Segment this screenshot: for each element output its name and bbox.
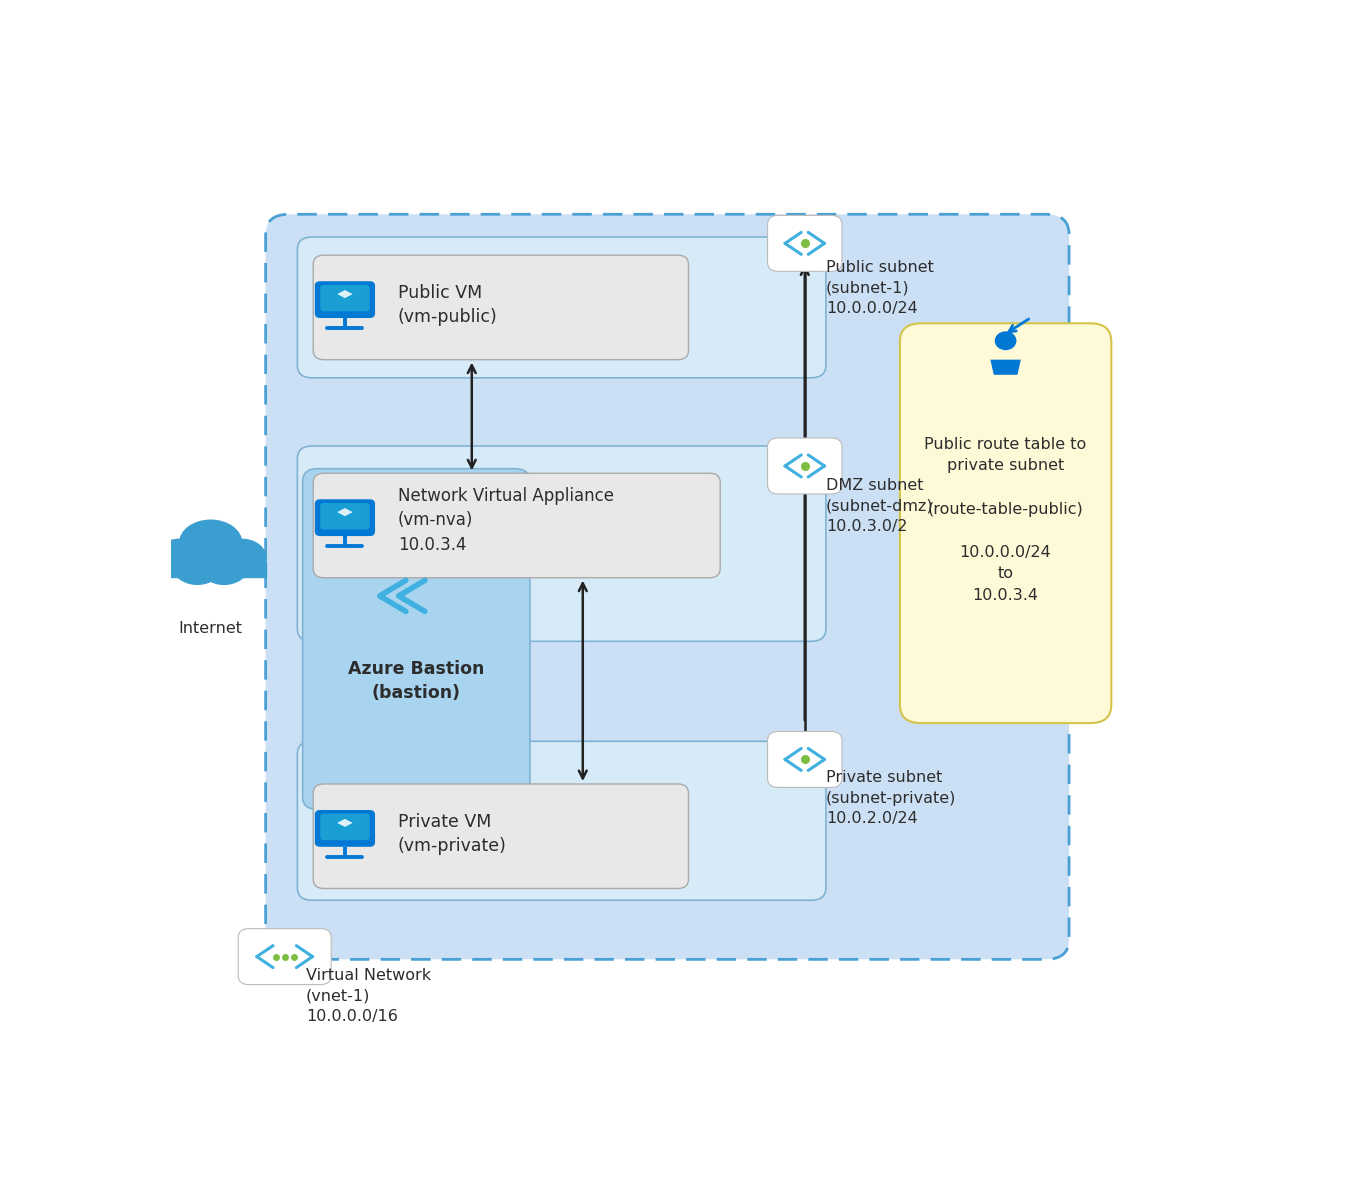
FancyBboxPatch shape xyxy=(297,741,827,900)
Text: Public subnet
(subnet-1)
10.0.0.0/24: Public subnet (subnet-1) 10.0.0.0/24 xyxy=(827,260,934,315)
Text: DMZ subnet
(subnet-dmz)
10.0.3.0/2: DMZ subnet (subnet-dmz) 10.0.3.0/2 xyxy=(827,478,933,533)
FancyBboxPatch shape xyxy=(266,215,1069,959)
FancyBboxPatch shape xyxy=(321,284,370,312)
FancyBboxPatch shape xyxy=(314,784,689,889)
Ellipse shape xyxy=(173,548,222,584)
Polygon shape xyxy=(990,360,1020,375)
FancyBboxPatch shape xyxy=(297,237,827,378)
Text: Public VM
(vm-public): Public VM (vm-public) xyxy=(398,284,498,327)
FancyBboxPatch shape xyxy=(768,438,842,494)
Bar xyxy=(155,562,266,577)
Text: Public route table to
private subnet

(route-table-public)

10.0.0.0/24
to
10.0.: Public route table to private subnet (ro… xyxy=(925,437,1087,603)
FancyBboxPatch shape xyxy=(314,473,720,578)
Text: Private subnet
(subnet-private)
10.0.2.0/24: Private subnet (subnet-private) 10.0.2.0… xyxy=(827,771,956,826)
FancyBboxPatch shape xyxy=(768,216,842,271)
FancyBboxPatch shape xyxy=(768,732,842,787)
FancyBboxPatch shape xyxy=(314,255,689,360)
Polygon shape xyxy=(338,290,352,297)
FancyBboxPatch shape xyxy=(315,281,375,317)
FancyBboxPatch shape xyxy=(297,446,827,641)
FancyBboxPatch shape xyxy=(315,499,375,536)
Text: Private VM
(vm-private): Private VM (vm-private) xyxy=(398,813,506,856)
Ellipse shape xyxy=(217,539,266,577)
Ellipse shape xyxy=(199,548,248,584)
Text: Azure Bastion
(bastion): Azure Bastion (bastion) xyxy=(348,660,484,702)
Polygon shape xyxy=(338,819,352,826)
FancyBboxPatch shape xyxy=(900,323,1112,723)
FancyBboxPatch shape xyxy=(303,468,529,809)
Text: Virtual Network
(vnet-1)
10.0.0.0/16: Virtual Network (vnet-1) 10.0.0.0/16 xyxy=(306,969,431,1024)
FancyBboxPatch shape xyxy=(315,809,375,847)
Text: Network Virtual Appliance
(vm-nva)
10.0.3.4: Network Virtual Appliance (vm-nva) 10.0.… xyxy=(398,487,614,553)
Polygon shape xyxy=(338,509,352,516)
Ellipse shape xyxy=(180,520,241,566)
FancyBboxPatch shape xyxy=(321,503,370,530)
Circle shape xyxy=(996,332,1016,349)
Text: Internet: Internet xyxy=(179,622,243,636)
FancyBboxPatch shape xyxy=(321,814,370,840)
Ellipse shape xyxy=(155,539,205,577)
FancyBboxPatch shape xyxy=(239,929,331,984)
